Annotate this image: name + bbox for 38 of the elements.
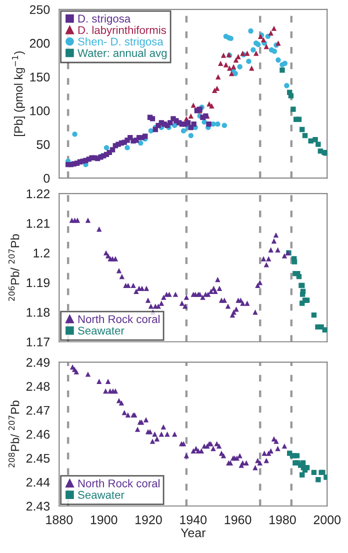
x-tick-label: 1880	[46, 515, 73, 524]
y-tick-label: 1.22	[26, 189, 50, 198]
y-tick-label: 150	[30, 72, 50, 82]
legend-label: Seawater	[78, 326, 124, 335]
y-tick-label: 100	[30, 106, 50, 116]
y-tick-label: 50	[36, 140, 50, 149]
y-axis-title: [Pb] (pmol kg$^{−1}$)	[12, 51, 25, 136]
y-tick-label: 2.48	[26, 382, 50, 391]
legend-label: D. strigosa	[78, 14, 131, 25]
y-tick-label: 1.17	[26, 338, 50, 346]
x-tick-label: 1980	[270, 515, 296, 524]
y-tick-label: 2.46	[26, 430, 50, 439]
y-tick-label: 2.45	[26, 454, 50, 463]
y-tick-label: 2.43	[26, 502, 50, 511]
x-tick-label: 1900	[90, 515, 118, 524]
x-tick-label: 1960	[224, 515, 252, 524]
y-tick-label: 0	[44, 174, 50, 183]
legend-label: Shen- D. strigosa	[78, 37, 164, 48]
y-tick-label: 2.44	[26, 478, 50, 487]
x-tick-label: 1920	[136, 515, 162, 524]
y-tick-label: 1.2	[34, 248, 50, 258]
legend-label: North Rock coral	[78, 479, 160, 488]
legend-label: Water: annual avg	[78, 48, 167, 60]
x-axis-title: Year	[180, 528, 206, 538]
y-tick-label: 1.21	[26, 218, 50, 228]
y-tick-label: 200	[30, 38, 50, 48]
y-tick-label: 2.47	[26, 406, 50, 415]
y-tick-label: 1.18	[26, 308, 50, 317]
y-tick-label: 2.49	[26, 358, 50, 367]
x-tick-label: 1940	[180, 515, 207, 524]
legend-label: North Rock coral	[78, 314, 160, 324]
y-axis-title: $^{208}$Pb/ $^{207}$Pb	[8, 400, 20, 468]
y-tick-label: 250	[30, 5, 50, 14]
x-tick-label: 2000	[314, 515, 341, 524]
legend-label: Seawater	[78, 490, 124, 499]
y-tick-label: 1.19	[26, 278, 50, 288]
y-axis-title: $^{206}$Pb/ $^{207}$Pb	[8, 234, 20, 301]
legend-label: D. labyrinthiformis	[78, 26, 166, 36]
